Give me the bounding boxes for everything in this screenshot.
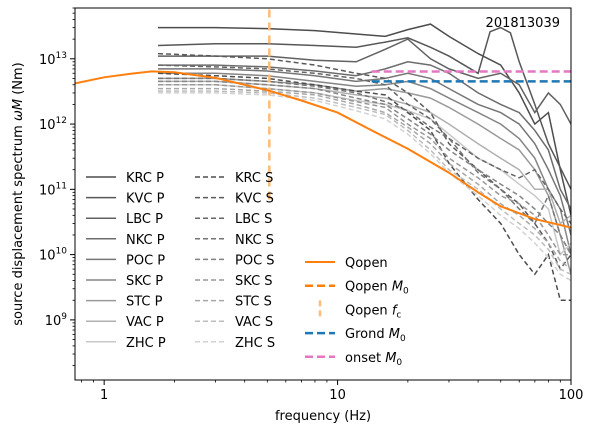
- series-skc-s: [158, 84, 571, 256]
- legend-label: STC S: [235, 295, 272, 310]
- legend-label: Qopen: [345, 256, 388, 271]
- series-kvc-p: [157, 26, 571, 190]
- x-axis-label: frequency (Hz): [275, 409, 371, 424]
- legend-label: KRC P: [126, 171, 164, 186]
- x-tick-label: 1: [100, 388, 108, 403]
- series-lbc-p: [158, 38, 571, 125]
- x-axis: 1 10 100: [81, 380, 584, 403]
- legend-label: LBC P: [126, 212, 163, 227]
- legend-label: SKC P: [126, 274, 163, 289]
- legend-main: Qopen Qopen M0 Qopen fc Grond M0 onset M0: [305, 256, 409, 368]
- series-zhc-s: [158, 92, 571, 282]
- y-tick-label: 109: [45, 312, 68, 329]
- series-skc-p: [158, 72, 571, 255]
- legend-stations: KRC P KVC P LBC P NKC P POC P SKC P STC P VAC P…: [86, 171, 275, 351]
- series-kvc-s: [157, 52, 571, 271]
- legend-label: POC S: [235, 253, 275, 268]
- x-tick-label: 100: [559, 388, 584, 403]
- y-tick-label: 1010: [39, 247, 67, 264]
- y-tick-label: 1013: [39, 51, 67, 68]
- series-nkc-p: [158, 61, 571, 210]
- plot-frame: [74, 7, 572, 381]
- legend-label: SKC S: [235, 274, 273, 289]
- series-stc-s: [158, 87, 571, 270]
- series-krc-p: [158, 23, 571, 216]
- y-axis: 109 1010 1011 1012 1013: [39, 7, 75, 366]
- x-tick-label: 10: [329, 388, 346, 403]
- series-qopen: [75, 70, 571, 229]
- legend-label: VAC P: [126, 315, 164, 330]
- series-poc-p: [158, 68, 571, 236]
- legend-label: onset M0: [345, 351, 402, 368]
- y-tick-label: 1012: [39, 116, 67, 133]
- y-tick-label: 1011: [39, 181, 67, 198]
- legend-label: LBC S: [235, 212, 272, 227]
- legend-label: STC P: [126, 295, 163, 310]
- legend-label: KVC S: [235, 192, 274, 207]
- legend-label: KRC S: [235, 171, 273, 186]
- chart-annotation: 201813039: [486, 16, 560, 31]
- series-nkc-s: [158, 77, 571, 255]
- legend-label: ZHC P: [126, 336, 166, 351]
- series-vac-s: [158, 90, 571, 275]
- legend-label: ZHC S: [235, 336, 275, 351]
- legend-label: KVC P: [126, 192, 165, 207]
- legend-label: NKC S: [235, 233, 274, 248]
- series-layer: [75, 8, 571, 301]
- legend-label: POC P: [126, 253, 165, 268]
- series-vac-p: [158, 80, 571, 225]
- series-lbc-s: [157, 64, 571, 224]
- y-axis-label: source displacement spectrum ωM (Nm): [11, 62, 26, 325]
- legend-label: Qopen M0: [345, 280, 409, 297]
- series-zhc-p: [158, 84, 571, 257]
- series-stc-p: [158, 77, 571, 275]
- legend-label: Grond M0: [345, 327, 406, 344]
- series-krc-s: [157, 72, 571, 301]
- legend-label: Qopen fc: [345, 303, 401, 320]
- legend-label: VAC S: [235, 315, 273, 330]
- legend-label: NKC P: [126, 233, 165, 248]
